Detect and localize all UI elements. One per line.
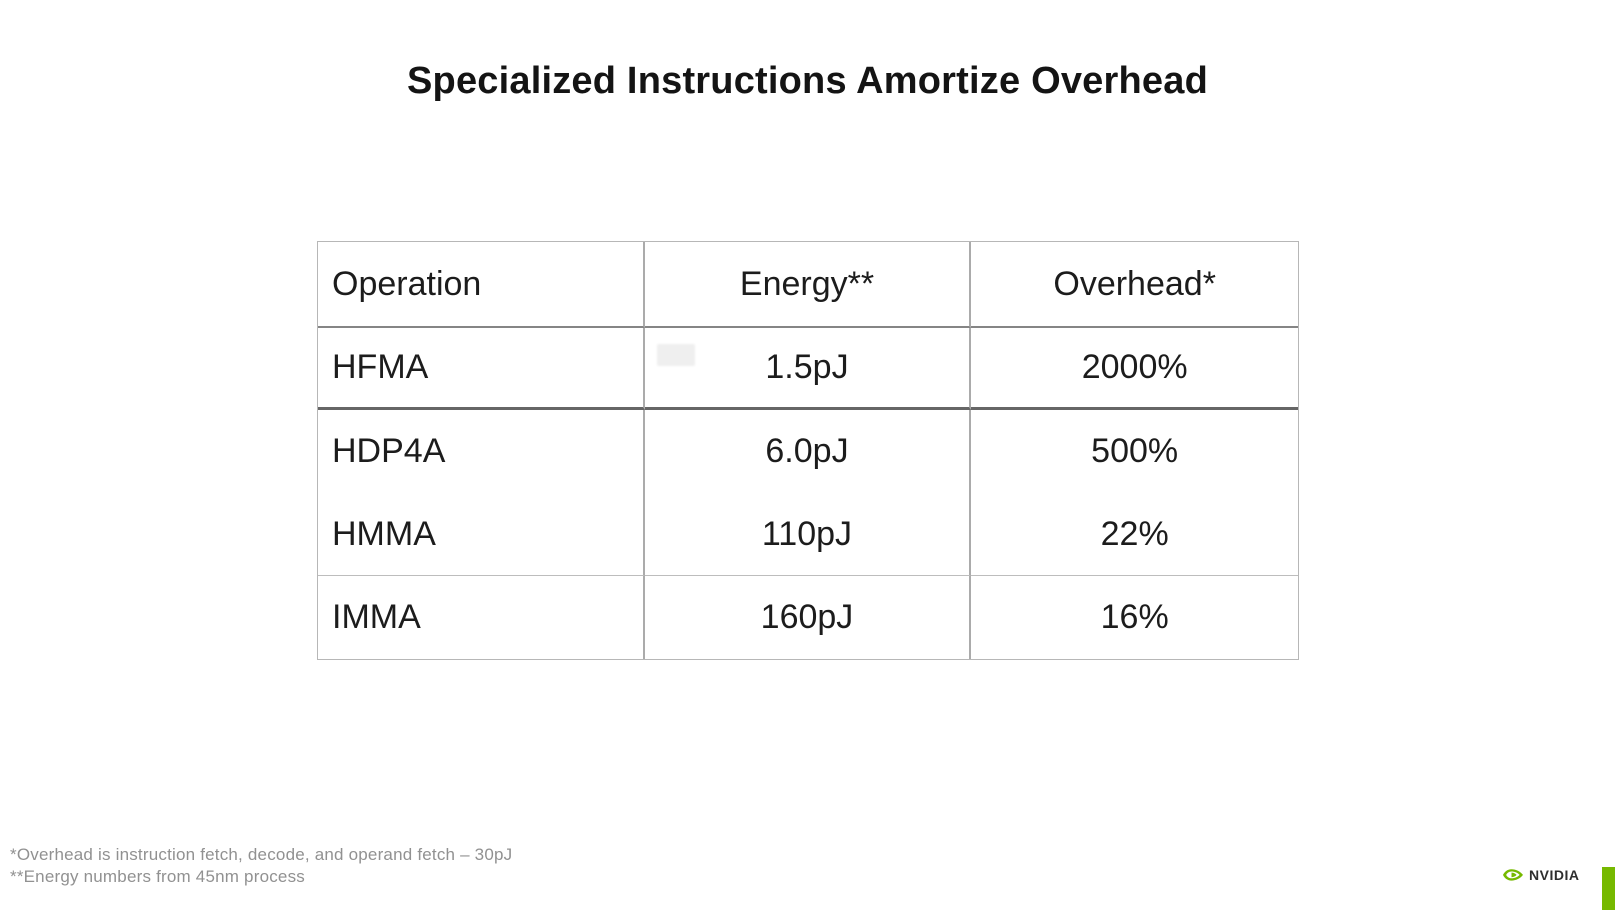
footnote-energy: **Energy numbers from 45nm process	[10, 867, 305, 886]
cell-energy-hdp4a: 6.0pJ	[645, 410, 972, 493]
footnotes: *Overhead is instruction fetch, decode, …	[10, 844, 512, 888]
cell-energy-imma: 160pJ	[645, 576, 972, 659]
nvidia-eye-icon	[1502, 867, 1524, 883]
cell-energy-hmma: 110pJ	[644, 493, 972, 576]
blur-artifact	[657, 344, 695, 366]
cell-operation-imma: IMMA	[318, 576, 645, 659]
slide-title: Specialized Instructions Amortize Overhe…	[407, 60, 1208, 102]
instruction-energy-table: Operation Energy** Overhead* HFMA 1.5pJ …	[317, 241, 1299, 660]
cell-operation-hmma: HMMA	[318, 493, 645, 576]
cell-overhead-hfma: 2000%	[971, 328, 1298, 410]
col-header-operation: Operation	[318, 242, 645, 328]
cell-overhead-hmma: 22%	[971, 493, 1298, 576]
cell-operation-hdp4a: HDP4A	[318, 410, 645, 493]
cell-overhead-imma: 16%	[1100, 598, 1169, 636]
green-accent-bar	[1602, 867, 1615, 910]
nvidia-wordmark: NVIDIA	[1529, 867, 1580, 883]
col-header-overhead: Overhead*	[971, 242, 1298, 328]
footnote-overhead: *Overhead is instruction fetch, decode, …	[10, 845, 513, 864]
cell-overhead-hdp4a: 500%	[1091, 432, 1179, 470]
cell-operation-hfma: HFMA	[318, 328, 645, 410]
cell-energy-hfma: 1.5pJ	[644, 328, 972, 410]
col-header-energy: Energy**	[644, 242, 972, 328]
nvidia-logo: NVIDIA	[1502, 867, 1579, 883]
